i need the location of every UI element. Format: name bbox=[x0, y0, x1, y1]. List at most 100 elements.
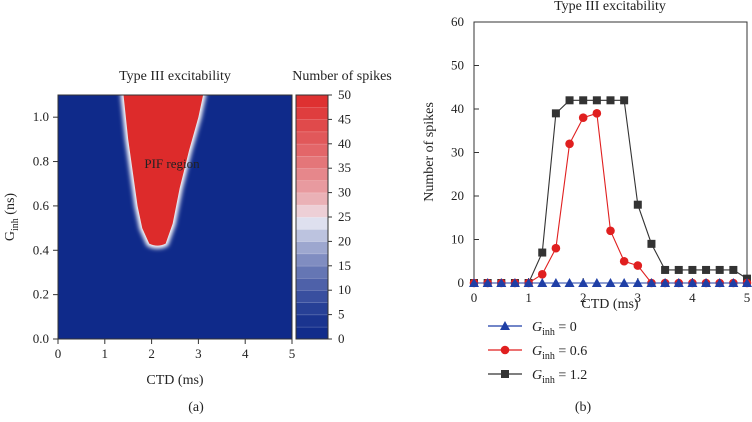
heatmap-y-tick-label: 0.8 bbox=[33, 154, 49, 169]
series-marker bbox=[647, 239, 656, 248]
colorbar-band bbox=[295, 265, 329, 279]
colorbar-band bbox=[295, 216, 329, 230]
colorbar-band bbox=[295, 228, 329, 242]
heatmap-y-label-unit: (ns) bbox=[3, 193, 18, 219]
series-marker bbox=[578, 113, 588, 122]
heatmap-y-label: Ginh (ns) bbox=[3, 193, 21, 242]
colorbar-tick-label: 35 bbox=[338, 160, 351, 175]
legend-label-subscript: inh bbox=[542, 375, 555, 386]
line-x-tick-label: 3 bbox=[635, 290, 642, 305]
pif-region bbox=[123, 95, 204, 246]
heatmap-x-tick-label: 0 bbox=[55, 346, 62, 361]
line-series bbox=[469, 109, 752, 288]
heatmap-y-tick-label: 0.6 bbox=[33, 198, 50, 213]
legend-marker bbox=[501, 370, 509, 378]
line-y-tick-label: 30 bbox=[451, 145, 464, 160]
legend-label-subscript: inh bbox=[542, 351, 555, 362]
series-marker bbox=[482, 278, 493, 287]
colorbar-tick-label: 45 bbox=[338, 111, 351, 126]
heatmap-x-tick-label: 1 bbox=[102, 346, 109, 361]
series-marker bbox=[592, 109, 602, 118]
series-marker bbox=[538, 248, 547, 257]
line-y-tick-label: 0 bbox=[458, 275, 465, 290]
line-x-tick-label: 0 bbox=[471, 290, 478, 305]
series-marker bbox=[605, 278, 616, 287]
legend-entry: Ginh = 0.6 bbox=[488, 344, 587, 362]
colorbar-tick-label: 50 bbox=[338, 87, 351, 102]
series-marker bbox=[469, 278, 479, 287]
colorbar-tick-label: 0 bbox=[338, 331, 345, 346]
colorbar-band bbox=[295, 106, 329, 120]
legend-label-symbol: G bbox=[532, 344, 542, 359]
heatmap-y-label-symbol: G bbox=[3, 231, 18, 241]
heatmap-y-axis: 0.0 0.2 0.4 0.6 0.8 1.0 bbox=[33, 109, 58, 346]
line-series bbox=[470, 96, 751, 287]
colorbar-title: Number of spikes bbox=[292, 69, 392, 84]
caption-a: (a) bbox=[188, 400, 204, 415]
series-marker bbox=[702, 265, 711, 274]
series-marker bbox=[674, 265, 683, 274]
colorbar-band bbox=[295, 314, 329, 328]
series-marker bbox=[606, 226, 615, 236]
legend-label-subscript: inh bbox=[542, 327, 555, 338]
heatmap-frame bbox=[57, 94, 293, 340]
heatmap-y-tick-label: 0.4 bbox=[33, 242, 50, 257]
colorbar-band bbox=[295, 277, 329, 291]
series-marker bbox=[606, 96, 615, 105]
line-series bbox=[469, 278, 752, 287]
line-y-tick-label: 40 bbox=[451, 101, 464, 116]
series-marker bbox=[523, 278, 534, 287]
colorbar-ticks: 0 5 10 15 20 25 30 35 40 45 50 bbox=[328, 87, 351, 346]
series-marker bbox=[714, 278, 725, 287]
series-marker bbox=[633, 200, 642, 209]
series-line bbox=[474, 112, 747, 284]
colorbar-bands bbox=[295, 94, 329, 340]
series-marker bbox=[550, 278, 561, 287]
series-marker bbox=[496, 278, 507, 287]
series-marker bbox=[688, 265, 697, 274]
line-x-label: CTD (ms) bbox=[581, 297, 639, 312]
legend-marker bbox=[500, 321, 510, 330]
line-title: Type III excitability bbox=[554, 0, 666, 14]
series-marker bbox=[673, 278, 684, 287]
colorbar-band bbox=[295, 119, 329, 133]
series-marker bbox=[661, 265, 670, 274]
legend-marker bbox=[500, 345, 510, 355]
series-marker bbox=[715, 265, 724, 274]
heatmap-x-tick-label: 4 bbox=[242, 346, 249, 361]
line-series-group bbox=[469, 96, 752, 288]
legend-label: Ginh = 1.2 bbox=[532, 368, 587, 386]
colorbar-tick-label: 20 bbox=[338, 233, 351, 248]
colorbar-band bbox=[295, 302, 329, 316]
line-x-tick-label: 4 bbox=[689, 290, 696, 305]
series-marker bbox=[579, 96, 588, 105]
heatmap-title: Type III excitability bbox=[119, 69, 231, 84]
line-x-tick-label: 1 bbox=[525, 290, 532, 305]
series-marker bbox=[551, 243, 561, 253]
series-marker bbox=[619, 256, 629, 266]
legend-label: Ginh = 0 bbox=[532, 320, 577, 338]
series-marker bbox=[565, 96, 574, 105]
colorbar-tick-label: 15 bbox=[338, 258, 351, 273]
colorbar-band bbox=[295, 253, 329, 267]
heatmap-y-tick-label: 0.0 bbox=[33, 331, 49, 346]
series-marker bbox=[742, 278, 752, 287]
colorbar-tick-label: 10 bbox=[338, 282, 351, 297]
line-y-tick-label: 10 bbox=[451, 232, 464, 247]
series-line bbox=[474, 99, 748, 284]
series-marker bbox=[633, 261, 643, 270]
colorbar-band bbox=[295, 192, 329, 206]
colorbar-band bbox=[295, 131, 329, 145]
series-marker bbox=[619, 278, 630, 287]
colorbar-band bbox=[295, 180, 329, 194]
series-marker bbox=[591, 278, 602, 287]
line-y-tick-label: 60 bbox=[451, 14, 464, 29]
legend-entry: Ginh = 0 bbox=[488, 320, 577, 338]
line-x-tick-label: 5 bbox=[744, 290, 751, 305]
series-marker bbox=[565, 139, 574, 149]
pif-region-label: PIF region bbox=[144, 156, 200, 171]
heatmap-x-axis: 0 1 2 3 4 5 bbox=[55, 339, 295, 361]
heatmap-x-tick-label: 2 bbox=[148, 346, 155, 361]
